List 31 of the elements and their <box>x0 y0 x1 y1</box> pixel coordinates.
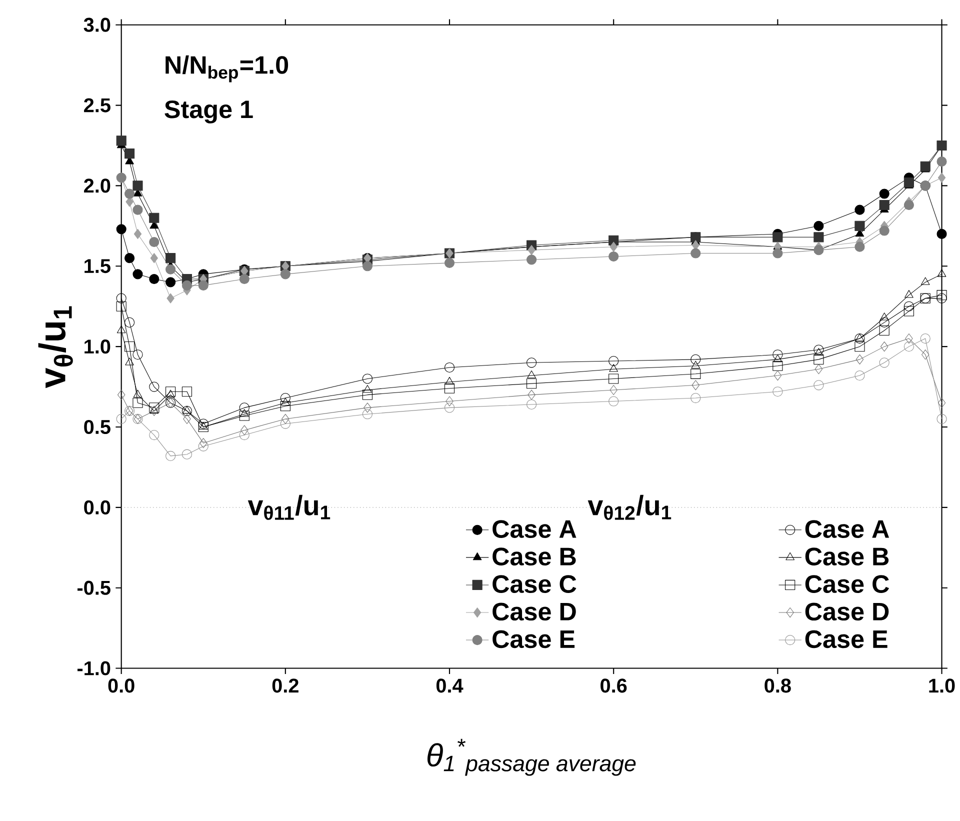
y-tick-label: 1.0 <box>84 339 110 354</box>
annotation: N/N$_{bep}$=1.0 <box>166 55 288 82</box>
x-tick-label: 0.6 <box>600 678 627 692</box>
y-tick-label: -0.5 <box>77 580 110 595</box>
y-tick-label: 0.0 <box>84 500 110 514</box>
y-axis-title: v$_{θ}$/u$_{1}$ <box>38 306 73 388</box>
x-tick-label: 0.8 <box>764 678 791 692</box>
legend-label: Case B <box>492 547 576 566</box>
legend-label: Case A <box>805 520 890 538</box>
legend-label: Case D <box>805 602 889 620</box>
x-tick-label: 0.2 <box>272 678 298 692</box>
annotation: v$_{θ12}$/u$_{1}$ <box>588 494 672 520</box>
x-tick-label: 0.4 <box>436 678 464 692</box>
legend-label: Case D <box>492 602 576 620</box>
annotation: v$_{θ11}$/u$_{1}$ <box>248 494 330 520</box>
legend-label: Case C <box>805 574 890 593</box>
x-axis-title: θ$_{1}$*passage average <box>428 738 636 776</box>
legend-label: Case C <box>492 574 576 593</box>
y-tick-label: 3.0 <box>84 18 110 32</box>
legend-label: Case B <box>805 547 889 566</box>
y-tick-label: -1.0 <box>77 661 110 676</box>
y-tick-label: 2.0 <box>84 178 110 193</box>
legend-label: Case A <box>492 520 576 538</box>
y-tick-label: 0.5 <box>84 420 110 434</box>
annotation: Stage 1 <box>164 100 253 124</box>
legend-label: Case E <box>492 630 575 648</box>
y-tick-label: 1.5 <box>84 259 110 273</box>
x-tick-label: 1.0 <box>929 678 955 692</box>
y-tick-label: 2.5 <box>84 98 110 112</box>
legend-label: Case E <box>805 630 888 648</box>
x-tick-label: 0.0 <box>108 678 134 692</box>
